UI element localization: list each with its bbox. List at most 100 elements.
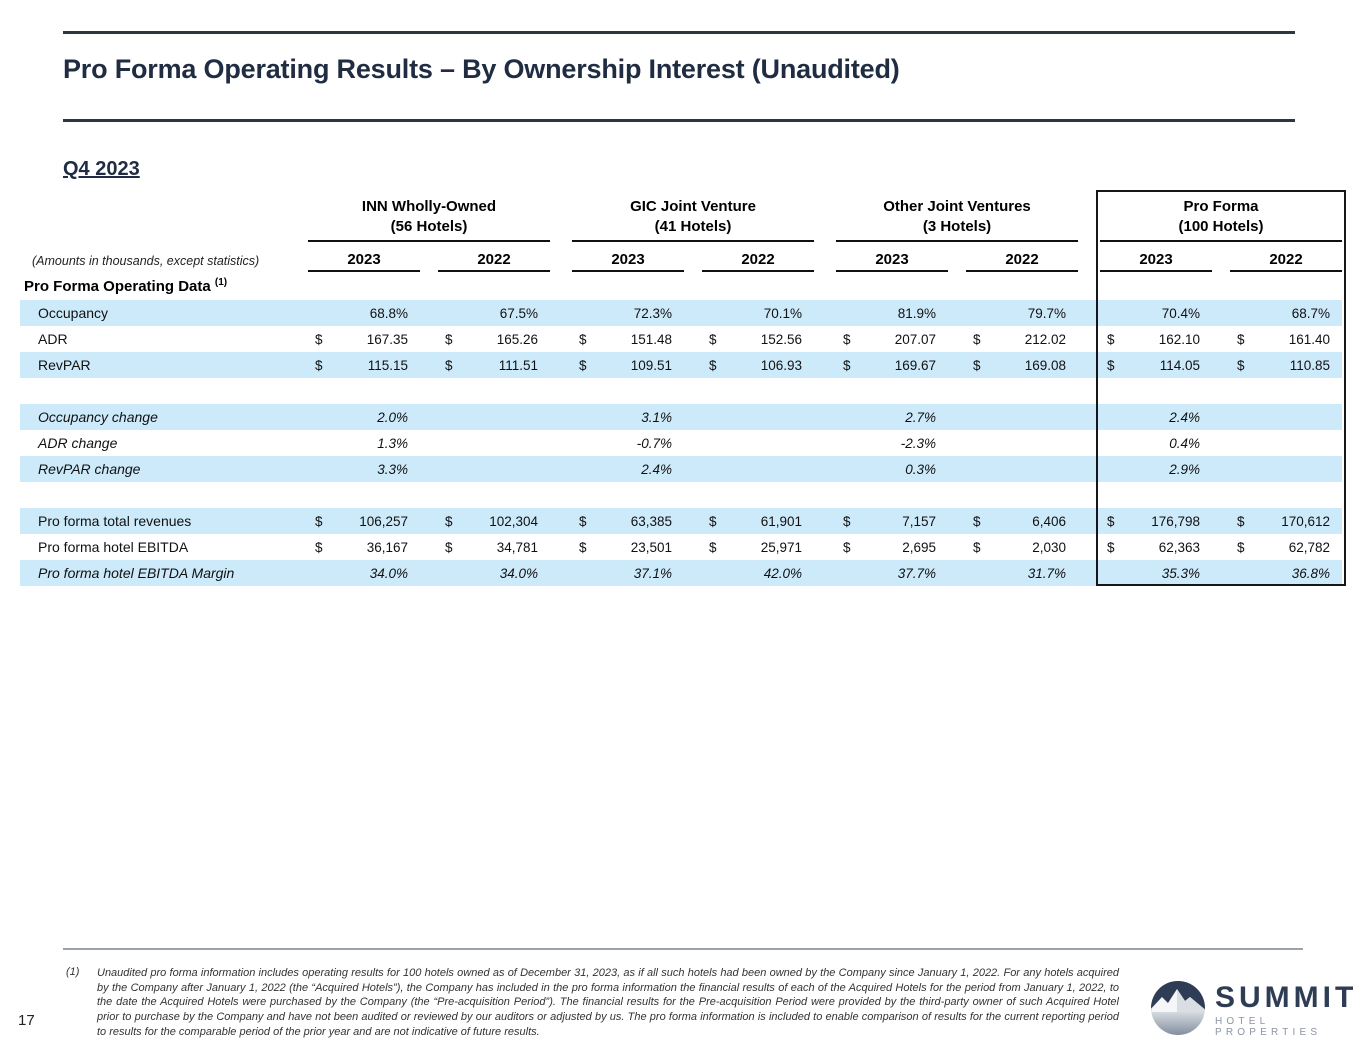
table-row: RevPAR change 3.3% 2.4% 0.3% 2.9%	[20, 456, 1342, 482]
currency-symbol: $	[445, 539, 453, 555]
cell-value: 37.7%	[897, 565, 936, 581]
year-header: 2022	[1230, 251, 1342, 272]
cell-value: 68.7%	[1291, 305, 1330, 321]
group-name: Other Joint Ventures	[883, 197, 1031, 215]
currency-symbol: $	[1237, 539, 1245, 555]
cell-value: $207.07	[843, 331, 936, 347]
currency-symbol: $	[315, 539, 323, 555]
cell-value: 70.4%	[1161, 305, 1200, 321]
cell-value: 67.5%	[499, 305, 538, 321]
cell-value: $111.51	[445, 357, 538, 373]
group-name: Pro Forma	[1183, 197, 1259, 215]
currency-symbol: $	[579, 357, 587, 373]
cell-value: $61,901	[709, 513, 802, 529]
cell-value: 81.9%	[897, 305, 936, 321]
cell-value: $62,363	[1107, 539, 1200, 555]
currency-symbol: $	[1237, 357, 1245, 373]
section-header: Pro Forma Operating Data (1)	[20, 277, 308, 295]
currency-symbol: $	[1107, 331, 1115, 347]
cell-value: $102,304	[445, 513, 538, 529]
cell-value: $176,798	[1107, 513, 1200, 529]
cell-value: 35.3%	[1161, 565, 1200, 581]
currency-symbol: $	[843, 513, 851, 529]
cell-value: 36.8%	[1291, 565, 1330, 581]
quarter-heading: Q4 2023	[63, 158, 140, 180]
year-header-row: (Amounts in thousands, except statistics…	[20, 246, 1342, 272]
cell-value: $62,782	[1237, 539, 1330, 555]
cell-value: $110.85	[1237, 357, 1330, 373]
amounts-note: (Amounts in thousands, except statistics…	[32, 254, 260, 268]
cell-value: 0.3%	[905, 461, 936, 477]
cell-value: 34.0%	[499, 565, 538, 581]
currency-symbol: $	[1107, 357, 1115, 373]
cell-value: $6,406	[973, 513, 1066, 529]
cell-value: $169.08	[973, 357, 1066, 373]
currency-symbol: $	[315, 331, 323, 347]
cell-value: $63,385	[579, 513, 672, 529]
group-header-row: INN Wholly-Owned (56 Hotels) GIC Joint V…	[20, 190, 1342, 242]
cell-value: 70.1%	[763, 305, 802, 321]
cell-value: $25,971	[709, 539, 802, 555]
cell-value: $2,695	[843, 539, 936, 555]
currency-symbol: $	[973, 513, 981, 529]
cell-value: 0.4%	[1169, 435, 1200, 451]
year-header: 2022	[966, 251, 1078, 272]
cell-value: $169.67	[843, 357, 936, 373]
cell-value: 37.1%	[633, 565, 672, 581]
currency-symbol: $	[973, 357, 981, 373]
page-title: Pro Forma Operating Results – By Ownersh…	[63, 54, 900, 84]
group-subname: (3 Hotels)	[922, 217, 992, 235]
mountain-icon	[1150, 980, 1206, 1041]
cell-value: $165.26	[445, 331, 538, 347]
table-row: RevPAR $115.15 $111.51 $109.51 $106.93 $169.6…	[20, 352, 1342, 378]
cell-value: $109.51	[579, 357, 672, 373]
column-group-other-jv: Other Joint Ventures (3 Hotels)	[836, 197, 1078, 242]
currency-symbol: $	[1237, 331, 1245, 347]
currency-symbol: $	[1107, 539, 1115, 555]
currency-symbol: $	[579, 513, 587, 529]
currency-symbol: $	[973, 539, 981, 555]
year-header: 2022	[702, 251, 814, 272]
row-label: Occupancy	[38, 305, 109, 321]
cell-value: 2.0%	[377, 409, 408, 425]
currency-symbol: $	[445, 513, 453, 529]
cell-value: 42.0%	[763, 565, 802, 581]
cell-value: $151.48	[579, 331, 672, 347]
currency-symbol: $	[843, 357, 851, 373]
currency-symbol: $	[709, 331, 717, 347]
top-divider	[63, 31, 1295, 34]
footnote-divider	[63, 948, 1303, 950]
cell-value: 2.9%	[1169, 461, 1200, 477]
company-logo: SUMMIT HOTEL PROPERTIES	[1150, 980, 1365, 1041]
cell-value: $161.40	[1237, 331, 1330, 347]
footnote-marker: (1)	[66, 966, 80, 978]
cell-value: 2.4%	[1169, 409, 1200, 425]
cell-value: 1.3%	[377, 435, 408, 451]
currency-symbol: $	[709, 539, 717, 555]
year-header: 2023	[572, 251, 684, 272]
group-subname: (56 Hotels)	[390, 217, 468, 235]
currency-symbol: $	[579, 539, 587, 555]
logo-name: SUMMIT	[1215, 981, 1358, 1014]
year-header: 2023	[308, 251, 420, 272]
currency-symbol: $	[1107, 513, 1115, 529]
cell-value: $106,257	[315, 513, 408, 529]
row-label: RevPAR change	[38, 461, 141, 477]
column-group-gic: GIC Joint Venture (41 Hotels)	[572, 197, 814, 242]
section-header-label: Pro Forma Operating Data	[24, 278, 211, 295]
table-row: Pro forma hotel EBITDA Margin 34.0% 34.0% 3…	[20, 560, 1342, 586]
spacer-row	[20, 482, 1342, 508]
cell-value: $162.10	[1107, 331, 1200, 347]
cell-value: $7,157	[843, 513, 936, 529]
table-row: Pro forma total revenues $106,257 $102,304…	[20, 508, 1342, 534]
logo-tagline: HOTEL PROPERTIES	[1215, 1016, 1322, 1038]
page-number: 17	[18, 1012, 35, 1029]
cell-value: -0.7%	[636, 435, 672, 451]
column-group-pro-forma: Pro Forma (100 Hotels)	[1100, 197, 1342, 242]
currency-symbol: $	[315, 513, 323, 529]
currency-symbol: $	[709, 513, 717, 529]
cell-value: $212.02	[973, 331, 1066, 347]
cell-value: $114.05	[1107, 357, 1200, 373]
currency-symbol: $	[445, 331, 453, 347]
group-subname: (100 Hotels)	[1178, 217, 1264, 235]
